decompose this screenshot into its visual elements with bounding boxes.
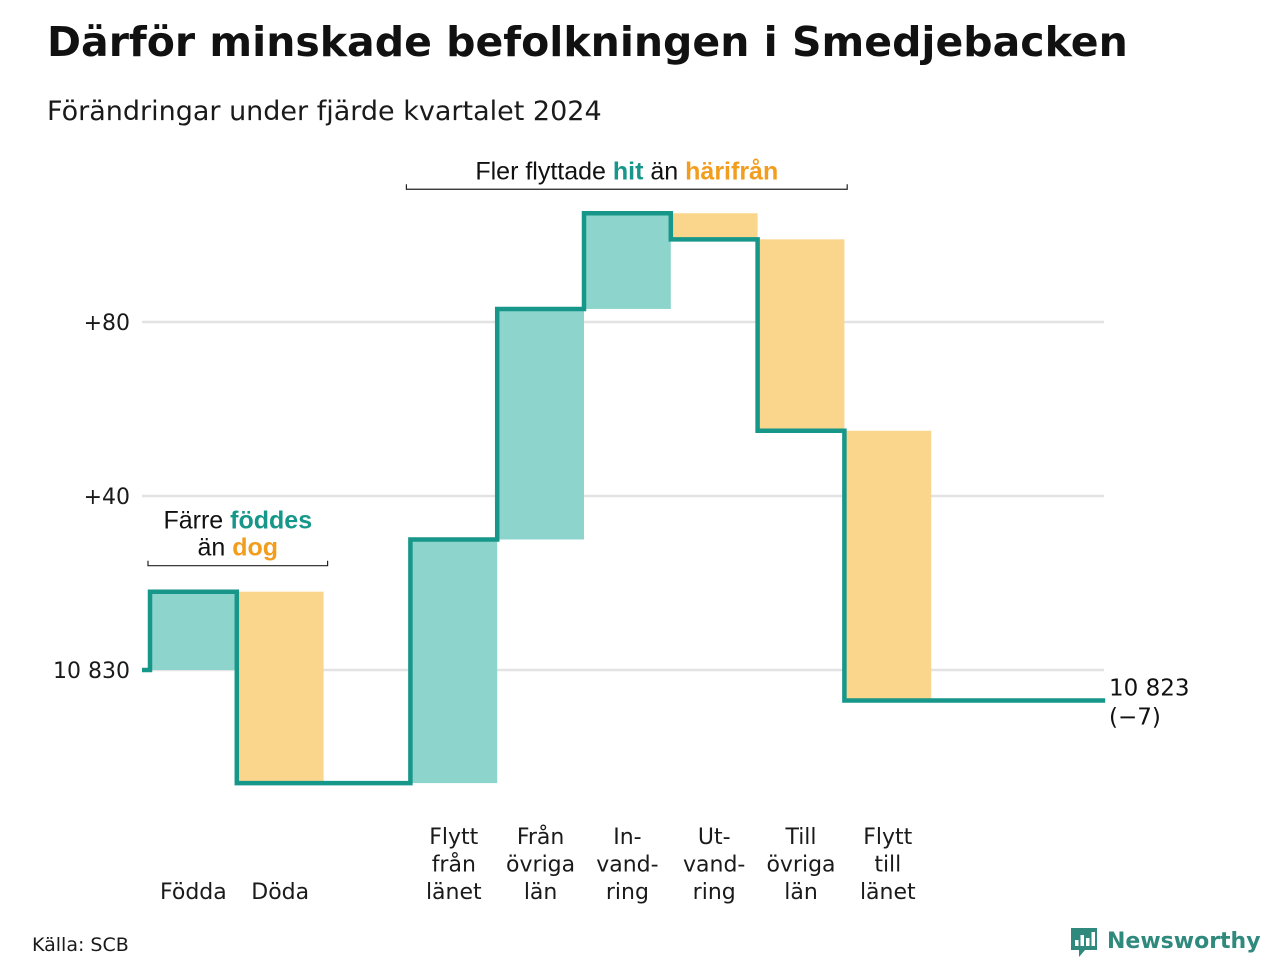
category-label: län (784, 880, 818, 905)
bar-decrease (757, 239, 845, 431)
annotation-segment: föddes (230, 507, 312, 535)
end-change-label: (−7) (1109, 704, 1161, 730)
bar-chart-logo-icon (1071, 928, 1097, 957)
annotation-segment: hit (613, 157, 644, 185)
y-axis-ticks: 10 830 +40 +80 (53, 311, 130, 684)
annotation-segment: Färre (163, 507, 230, 535)
annotation-bracket (147, 560, 329, 567)
y-tick-label: 10 830 (53, 659, 130, 684)
category-label: övriga (766, 853, 835, 878)
category-label: Till (784, 825, 816, 850)
category-label: In- (613, 825, 641, 850)
annotation-text: än dog (198, 534, 279, 562)
bar-decrease (236, 591, 324, 784)
waterfall-step-line (142, 211, 1106, 786)
category-label: Flytt (863, 825, 912, 850)
category-label: länet (860, 880, 916, 905)
bar-increase (410, 539, 498, 784)
bar-decrease (844, 430, 932, 701)
level-line (142, 211, 1106, 786)
category-label: Från (517, 824, 565, 850)
bar-increase (584, 213, 671, 309)
waterfall-bars (150, 213, 932, 784)
chart-title: Därför minskade befolkningen i Smedjebac… (47, 18, 1128, 66)
category-label: vand- (683, 853, 745, 878)
category-label: till (874, 853, 901, 878)
category-label: länet (426, 880, 482, 905)
newsworthy-logo: Newsworthy (1071, 928, 1261, 957)
annotation-bracket (405, 184, 848, 190)
end-value-label: 10 823 (1109, 675, 1189, 701)
annotation-segment: härifrån (685, 157, 778, 185)
annotation-segment: än (198, 534, 233, 562)
annotation-segment: dog (232, 534, 278, 562)
bar-increase (150, 591, 237, 670)
category-label: från (432, 852, 476, 878)
category-label: vand- (596, 853, 658, 878)
chart-subtitle: Förändringar under fjärde kvartalet 2024 (47, 96, 602, 127)
category-label: Flytt (429, 825, 478, 850)
bar-decrease (670, 213, 758, 240)
category-label: Döda (251, 880, 309, 905)
brand-name: Newsworthy (1107, 929, 1261, 954)
category-label: ring (606, 880, 649, 905)
end-label: 10 823 (−7) (1109, 675, 1189, 730)
y-tick-label: +40 (84, 485, 130, 510)
category-label: ring (693, 880, 736, 905)
annotation-segment: Fler flyttade (475, 157, 613, 185)
category-label: Födda (160, 880, 227, 905)
annotation-text: Färre föddes (163, 507, 312, 535)
x-axis-categories: Födda DödaFlyttfrånlänetFrånövrigalänIn-v… (160, 824, 916, 905)
category-label: övriga (506, 853, 575, 878)
source-note: Källa: SCB (32, 934, 129, 956)
y-tick-label: +80 (84, 311, 130, 336)
annotation-text: Fler flyttade hit än härifrån (475, 157, 778, 185)
category-label: län (524, 880, 558, 905)
bar-increase (497, 308, 584, 540)
category-label: Ut- (698, 825, 731, 850)
annotation-segment: än (643, 157, 685, 185)
